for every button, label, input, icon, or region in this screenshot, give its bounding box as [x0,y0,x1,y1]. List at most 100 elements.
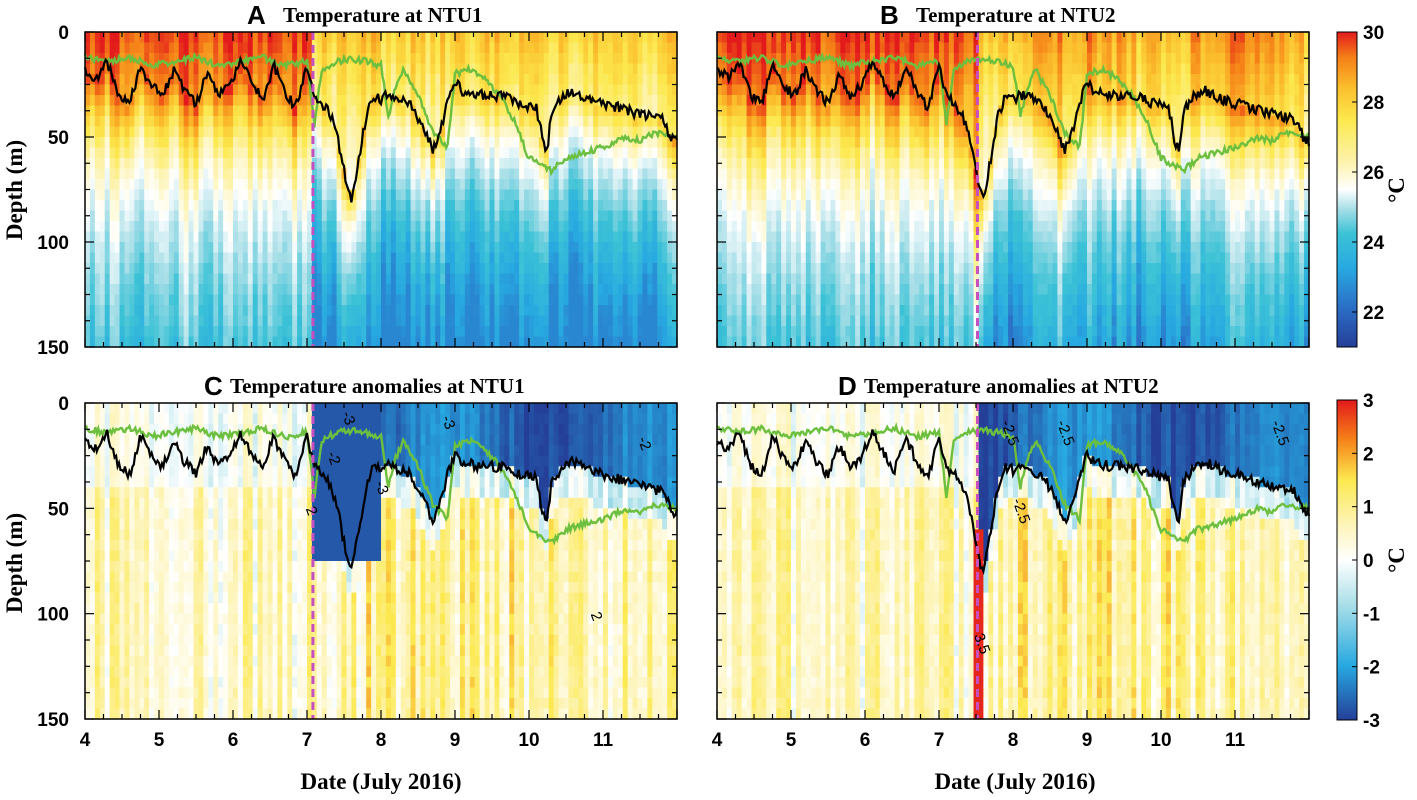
heatmap-cell [425,273,431,285]
heatmap-cell [420,294,426,306]
heatmap-cell [415,231,422,243]
heatmap-cell [400,126,407,138]
heatmap-cell [746,137,753,149]
heatmap-cell [489,284,496,296]
heatmap-cell [459,158,466,170]
heatmap-cell [761,42,767,54]
heatmap-cell [178,63,185,75]
heatmap-cell [489,189,496,201]
heatmap-cell [553,63,560,75]
heatmap-cell [603,336,609,348]
heatmap-cell [469,273,476,285]
heatmap-cell [603,242,609,254]
heatmap-cell [617,252,624,264]
heatmap-cell [855,263,861,275]
heatmap-cell [632,63,639,75]
heatmap-cell [159,263,165,275]
heatmap-cell [430,200,436,212]
heatmap-cell [840,158,846,170]
heatmap-cell [588,315,594,327]
heatmap-cell [292,189,298,201]
heatmap-cell [909,200,915,212]
heatmap-cell [307,168,313,180]
heatmap-cell [751,200,758,212]
heatmap-cell [835,231,841,243]
heatmap-cell [410,284,417,296]
heatmap-cell [652,32,658,44]
heatmap-cell [899,84,906,96]
heatmap-cell [292,231,298,243]
heatmap-cell [435,84,441,96]
heatmap-cell [326,95,333,107]
heatmap-cell [474,200,481,212]
heatmap-cell [464,315,471,327]
heatmap-cell [193,126,200,138]
heatmap-cell [840,168,846,180]
heatmap-cell [795,273,802,285]
heatmap-cell [504,273,510,285]
heatmap-cell [533,221,540,233]
heatmap-cell [879,42,886,54]
heatmap-cell [208,252,214,264]
heatmap-cell [568,231,574,243]
heatmap-cell [879,273,886,285]
heatmap-cell [134,42,140,54]
heatmap-cell [390,116,397,128]
heatmap-cell [776,95,782,107]
heatmap-cell [786,179,792,191]
heatmap-cell [869,32,876,44]
heatmap-cell [94,32,101,44]
heatmap-cell [553,284,560,296]
heatmap-cell [331,200,338,212]
heatmap-cell [860,179,866,191]
heatmap-cell [203,137,209,149]
heatmap-cell [223,315,229,327]
heatmap-cell [652,294,658,306]
heatmap-cell [341,63,348,75]
heatmap-cell [741,42,748,54]
heatmap-cell [341,74,348,86]
heatmap-cell [509,315,515,327]
heatmap-cell [455,305,461,317]
heatmap-cell [717,336,723,348]
heatmap-cell [124,273,130,285]
heatmap-cell [553,242,560,254]
heatmap-cell [233,221,239,233]
heatmap-cell [825,221,832,233]
heatmap-cell [183,42,190,54]
heatmap-cell [795,105,802,117]
heatmap-cell [277,32,283,44]
heatmap-cell [326,305,333,317]
heatmap-cell [504,189,510,201]
heatmap-cell [588,32,594,44]
heatmap-cell [99,158,106,170]
heatmap-cell [262,336,269,348]
heatmap-cell [144,315,150,327]
heatmap-cell [292,158,298,170]
heatmap-cell [548,179,555,191]
heatmap-cell [479,158,486,170]
heatmap-cell [311,63,318,75]
heatmap-cell [598,53,604,65]
heatmap-cell [203,189,209,201]
heatmap-cell [617,210,624,222]
heatmap-cell [257,263,264,275]
heatmap-cell [815,105,822,117]
heatmap-cell [652,252,658,264]
heatmap-cell [781,168,787,180]
heatmap-cell [464,242,471,254]
heatmap-cell [89,189,96,201]
heatmap-cell [450,158,456,170]
heatmap-cell [637,53,644,65]
heatmap-cell [573,42,579,54]
heatmap-cell [781,315,787,327]
heatmap-cell [114,74,121,86]
heatmap-cell [924,242,930,254]
heatmap-cell [445,74,451,86]
heatmap-cell [642,284,648,296]
heatmap-cell [213,42,219,54]
heatmap-cell [637,231,644,243]
heatmap-cell [242,305,249,317]
heatmap-cell [425,179,431,191]
heatmap-cell [307,63,313,75]
